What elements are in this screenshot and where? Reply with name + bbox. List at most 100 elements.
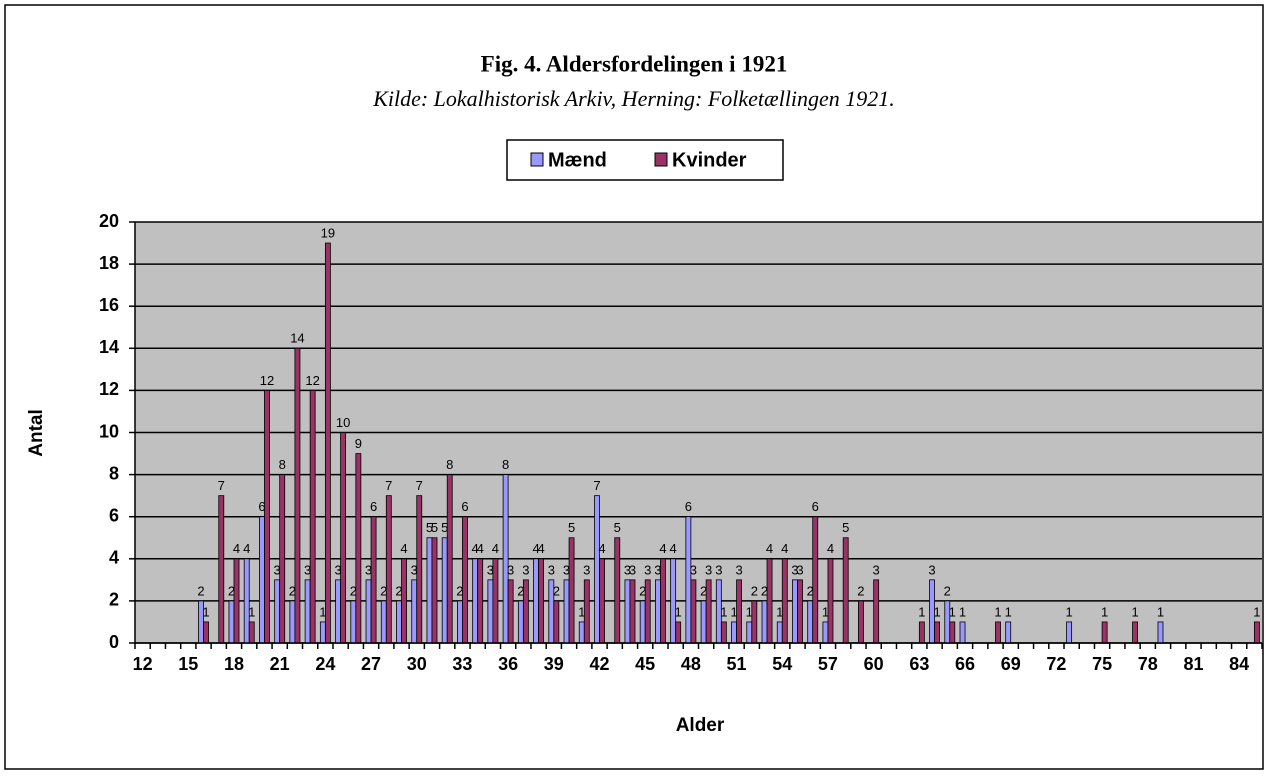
x-tick-label: 18 bbox=[224, 654, 244, 674]
bar bbox=[1101, 621, 1108, 644]
x-tick-label: 27 bbox=[361, 654, 381, 674]
data-label: 3 bbox=[583, 562, 590, 577]
data-label: 1 bbox=[994, 604, 1001, 619]
bar bbox=[563, 579, 570, 644]
bar bbox=[594, 495, 600, 644]
data-label: 7 bbox=[218, 478, 225, 493]
bar bbox=[995, 621, 1001, 644]
data-label: 1 bbox=[1005, 604, 1012, 619]
bar bbox=[248, 621, 255, 644]
data-label: 3 bbox=[334, 562, 341, 577]
x-tick-label: 12 bbox=[133, 654, 153, 674]
bar bbox=[644, 579, 651, 644]
bar bbox=[736, 579, 743, 644]
legend bbox=[506, 139, 784, 181]
legend-swatch bbox=[654, 152, 668, 167]
x-tick-label: 45 bbox=[635, 654, 655, 674]
bar bbox=[822, 621, 829, 644]
data-label: 4 bbox=[766, 541, 773, 556]
data-label: 5 bbox=[614, 520, 621, 535]
bar bbox=[304, 579, 311, 644]
data-label: 3 bbox=[522, 562, 529, 577]
data-label: 2 bbox=[553, 583, 560, 598]
x-tick-label: 39 bbox=[544, 654, 564, 674]
data-label: 1 bbox=[1157, 604, 1164, 619]
x-tick-label: 72 bbox=[1046, 654, 1066, 674]
data-label: 7 bbox=[416, 478, 423, 493]
bar bbox=[746, 621, 753, 644]
legend-label: Kvinder bbox=[672, 149, 747, 171]
data-label: 6 bbox=[258, 499, 265, 514]
bar bbox=[411, 579, 418, 644]
data-label: 1 bbox=[933, 604, 940, 619]
data-label: 2 bbox=[380, 583, 387, 598]
x-tick-label: 33 bbox=[452, 654, 472, 674]
x-tick-label: 75 bbox=[1092, 654, 1112, 674]
x-tick-label: 78 bbox=[1138, 654, 1158, 674]
data-label: 12 bbox=[260, 373, 274, 388]
bar bbox=[522, 579, 529, 644]
data-label: 2 bbox=[761, 583, 768, 598]
data-label: 2 bbox=[197, 583, 204, 598]
bar bbox=[583, 579, 590, 644]
bar bbox=[294, 347, 301, 644]
bar bbox=[218, 495, 225, 644]
bar bbox=[1132, 621, 1138, 644]
data-label: 4 bbox=[477, 541, 484, 556]
data-label: 3 bbox=[624, 562, 631, 577]
data-label: 1 bbox=[776, 604, 783, 619]
y-axis-label: Antal bbox=[26, 409, 47, 457]
y-tick-label: 12 bbox=[99, 379, 119, 399]
bar bbox=[842, 537, 849, 644]
bar bbox=[1066, 621, 1073, 644]
bar bbox=[492, 558, 499, 644]
y-tick-label: 4 bbox=[109, 548, 119, 568]
data-label: 3 bbox=[690, 562, 697, 577]
data-label: 3 bbox=[705, 562, 712, 577]
data-label: 2 bbox=[944, 583, 951, 598]
bar bbox=[731, 621, 737, 644]
x-tick-label: 69 bbox=[1001, 654, 1021, 674]
bar bbox=[578, 621, 585, 644]
bar bbox=[873, 579, 880, 644]
bar bbox=[670, 558, 677, 644]
data-label: 1 bbox=[1065, 604, 1072, 619]
x-tick-label: 51 bbox=[727, 654, 747, 674]
data-label: 3 bbox=[791, 562, 798, 577]
data-label: 7 bbox=[385, 478, 392, 493]
data-label: 4 bbox=[233, 541, 240, 556]
bar bbox=[309, 389, 316, 644]
x-tick-label: 48 bbox=[681, 654, 701, 674]
bar bbox=[279, 474, 286, 644]
y-tick-label: 10 bbox=[99, 421, 119, 441]
bar bbox=[766, 558, 773, 644]
y-tick-label: 0 bbox=[109, 632, 119, 652]
bar bbox=[259, 516, 265, 644]
data-label: 1 bbox=[319, 604, 326, 619]
x-tick-label: 21 bbox=[270, 654, 290, 674]
bar bbox=[568, 537, 575, 644]
data-label: 5 bbox=[431, 520, 438, 535]
bar bbox=[776, 621, 783, 644]
data-label: 6 bbox=[812, 499, 819, 514]
y-tick-label: 20 bbox=[99, 211, 119, 231]
data-label: 4 bbox=[598, 541, 605, 556]
y-tick-label: 16 bbox=[99, 295, 119, 315]
data-label: 1 bbox=[949, 604, 956, 619]
bar bbox=[264, 389, 270, 644]
data-label: 3 bbox=[715, 562, 722, 577]
data-label: 6 bbox=[461, 499, 468, 514]
bar bbox=[507, 579, 514, 644]
data-label: 8 bbox=[446, 457, 453, 472]
x-tick-label: 57 bbox=[818, 654, 838, 674]
y-tick-label: 18 bbox=[99, 253, 119, 273]
x-axis-label: Alder bbox=[676, 715, 725, 736]
bar bbox=[553, 600, 560, 644]
data-label: 4 bbox=[492, 541, 499, 556]
data-label: 1 bbox=[959, 604, 966, 619]
bar bbox=[289, 600, 296, 644]
bar bbox=[416, 495, 423, 644]
bar bbox=[812, 516, 819, 644]
data-label: 1 bbox=[822, 604, 829, 619]
